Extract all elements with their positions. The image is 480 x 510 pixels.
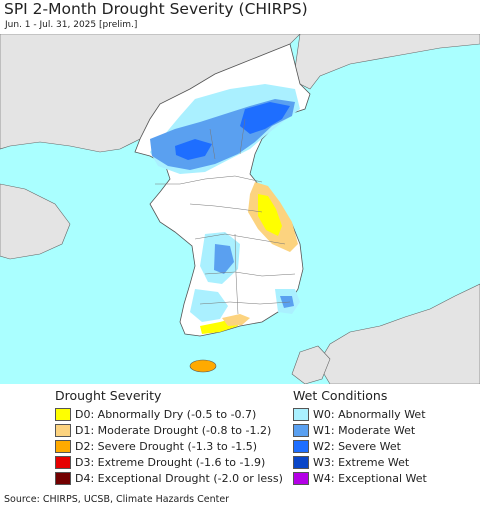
japan-kyushu bbox=[291, 345, 331, 384]
drought-d1-south bbox=[222, 314, 250, 326]
source-credit: Source: CHIRPS, UCSB, Climate Hazards Ce… bbox=[4, 494, 230, 505]
legend-label-w1: W1: Moderate Wet bbox=[313, 424, 416, 437]
legend-item-d3: D3: Extreme Drought (-1.6 to -1.9) bbox=[55, 455, 265, 470]
legend-swatch-w3 bbox=[293, 456, 309, 469]
legend-label-d2: D2: Severe Drought (-1.3 to -1.5) bbox=[75, 440, 258, 453]
map-subtitle: Jun. 1 - Jul. 31, 2025 [prelim.] bbox=[5, 20, 138, 30]
wet-w0-southwest bbox=[190, 289, 228, 322]
legend-swatch-w0 bbox=[293, 408, 309, 421]
legend-swatch-d0 bbox=[55, 408, 71, 421]
legend-item-w2: W2: Severe Wet bbox=[293, 439, 401, 454]
drought-d0-east bbox=[258, 194, 282, 236]
legend-item-w1: W1: Moderate Wet bbox=[293, 423, 415, 438]
legend-swatch-w1 bbox=[293, 424, 309, 437]
admin-boundaries bbox=[155, 118, 296, 315]
legend-label-w0: W0: Abnormally Wet bbox=[313, 408, 426, 421]
legend-swatch-w2 bbox=[293, 440, 309, 453]
legend-label-w4: W4: Exceptional Wet bbox=[313, 472, 427, 485]
legend-swatch-d4 bbox=[55, 472, 71, 485]
drought-legend-heading: Drought Severity bbox=[55, 388, 162, 403]
legend-label-d4: D4: Exceptional Drought (-2.0 or less) bbox=[75, 472, 283, 485]
wet-legend: Wet Conditions W0: Abnormally Wet W1: Mo… bbox=[293, 388, 473, 488]
legend-label-d1: D1: Moderate Drought (-0.8 to -1.2) bbox=[75, 424, 272, 437]
drought-legend: Drought Severity D0: Abnormally Dry (-0.… bbox=[55, 388, 285, 488]
legend-swatch-w4 bbox=[293, 472, 309, 485]
legend-label-w3: W3: Extreme Wet bbox=[313, 456, 410, 469]
map-title: SPI 2-Month Drought Severity (CHIRPS) bbox=[4, 0, 308, 18]
drought-map bbox=[0, 34, 480, 384]
legend-item-d2: D2: Severe Drought (-1.3 to -1.5) bbox=[55, 439, 257, 454]
legend-swatch-d1 bbox=[55, 424, 71, 437]
legend-item-d1: D1: Moderate Drought (-0.8 to -1.2) bbox=[55, 423, 271, 438]
legend-item-w3: W3: Extreme Wet bbox=[293, 455, 409, 470]
china-coast-south bbox=[0, 183, 71, 260]
wet-w2-north-2 bbox=[175, 139, 212, 160]
japan-land bbox=[317, 283, 480, 384]
legend-label-d3: D3: Extreme Drought (-1.6 to -1.9) bbox=[75, 456, 266, 469]
legend-item-d0: D0: Abnormally Dry (-0.5 to -0.7) bbox=[55, 407, 256, 422]
wet-w2-north bbox=[240, 102, 290, 134]
legend-label-w2: W2: Severe Wet bbox=[313, 440, 401, 453]
wet-w1-south bbox=[214, 244, 234, 274]
legend-label-d0: D0: Abnormally Dry (-0.5 to -0.7) bbox=[75, 408, 257, 421]
legend-item-w0: W0: Abnormally Wet bbox=[293, 407, 426, 422]
legend-swatch-d3 bbox=[55, 456, 71, 469]
legend-item-w4: W4: Exceptional Wet bbox=[293, 471, 427, 486]
legend-item-d4: D4: Exceptional Drought (-2.0 or less) bbox=[55, 471, 283, 486]
wet-legend-heading: Wet Conditions bbox=[293, 388, 388, 403]
jeju-island bbox=[189, 359, 217, 373]
legend-swatch-d2 bbox=[55, 440, 71, 453]
